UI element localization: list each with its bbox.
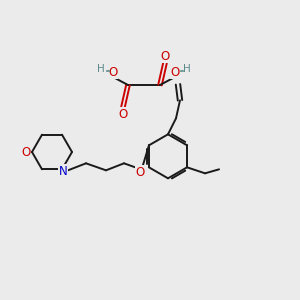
Text: O: O	[170, 65, 180, 79]
Text: O: O	[160, 50, 169, 62]
Text: H: H	[183, 64, 191, 74]
Text: O: O	[135, 166, 145, 179]
Text: O: O	[118, 107, 127, 121]
Text: N: N	[58, 165, 68, 178]
Text: O: O	[108, 65, 118, 79]
Text: O: O	[21, 146, 31, 158]
Text: H: H	[97, 64, 105, 74]
